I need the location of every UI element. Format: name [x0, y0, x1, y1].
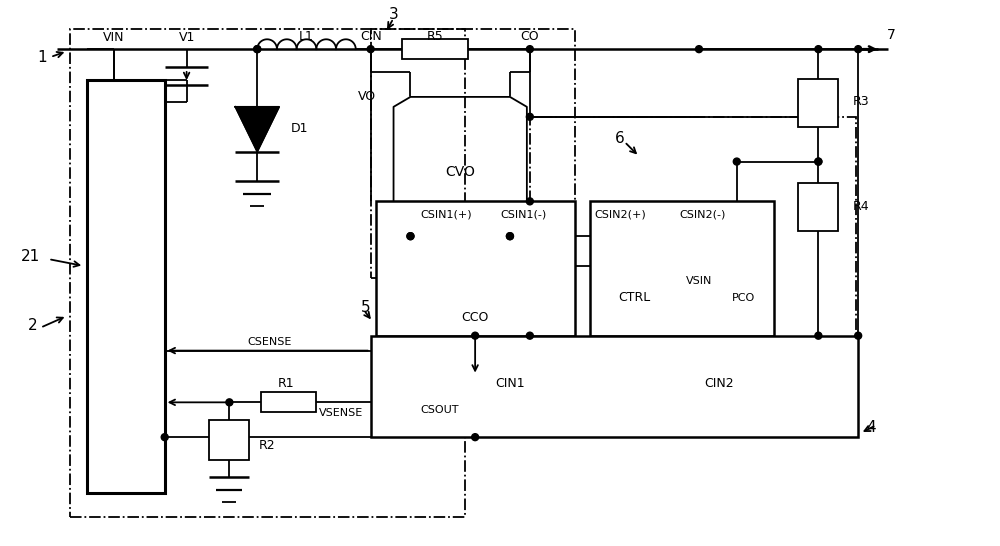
Text: CCO: CCO	[461, 311, 489, 324]
Text: CSIN1(-): CSIN1(-)	[500, 209, 546, 219]
Text: CSIN2(-): CSIN2(-)	[679, 209, 725, 219]
Bar	[371, 29, 575, 278]
Circle shape	[254, 46, 261, 52]
Circle shape	[506, 233, 513, 240]
Circle shape	[526, 198, 533, 205]
Circle shape	[254, 46, 261, 52]
Text: 3: 3	[389, 7, 398, 22]
Text: V1: V1	[178, 31, 195, 44]
Circle shape	[367, 46, 374, 52]
Text: CSIN1(+): CSIN1(+)	[420, 209, 472, 219]
Circle shape	[815, 158, 822, 165]
Text: 1: 1	[38, 50, 47, 64]
Bar	[798, 79, 838, 127]
Text: R4: R4	[853, 200, 870, 213]
Text: R2: R2	[259, 438, 276, 452]
Text: (+): (+)	[400, 245, 421, 258]
Text: VIN: VIN	[103, 31, 125, 44]
Text: 2: 2	[28, 318, 37, 333]
Circle shape	[855, 332, 862, 339]
Bar	[530, 117, 856, 425]
Text: 7: 7	[887, 28, 895, 42]
Circle shape	[226, 399, 233, 406]
Circle shape	[815, 332, 822, 339]
Circle shape	[506, 233, 513, 240]
Circle shape	[526, 332, 533, 339]
Bar	[590, 201, 774, 336]
Text: CVO: CVO	[445, 164, 475, 179]
Text: R5: R5	[427, 29, 444, 43]
Circle shape	[161, 434, 168, 441]
Text: CSOUT: CSOUT	[420, 405, 459, 416]
Text: 6: 6	[615, 131, 624, 146]
Bar	[402, 39, 468, 59]
Text: CIN: CIN	[360, 29, 382, 43]
Bar	[798, 183, 838, 231]
Circle shape	[733, 158, 740, 165]
Bar	[209, 420, 249, 460]
Circle shape	[526, 114, 533, 120]
Text: D1: D1	[291, 122, 309, 135]
Text: 21: 21	[21, 248, 40, 264]
Bar	[376, 201, 575, 336]
Circle shape	[696, 46, 702, 52]
Polygon shape	[394, 97, 527, 236]
Text: CO: CO	[521, 29, 539, 43]
Circle shape	[815, 46, 822, 52]
Bar	[70, 29, 465, 517]
Text: CSENSE: CSENSE	[247, 337, 291, 347]
Text: CIN1: CIN1	[495, 377, 525, 390]
Bar	[261, 393, 316, 412]
Text: L1: L1	[299, 29, 313, 43]
Circle shape	[472, 332, 479, 339]
Polygon shape	[235, 107, 279, 152]
Circle shape	[855, 46, 862, 52]
Text: PCO: PCO	[732, 293, 755, 303]
Text: R1: R1	[278, 377, 294, 390]
Circle shape	[815, 158, 822, 165]
Text: 4: 4	[866, 420, 876, 435]
Circle shape	[526, 46, 533, 52]
Circle shape	[407, 233, 414, 240]
Text: VSENSE: VSENSE	[319, 408, 363, 418]
Bar	[87, 80, 165, 493]
Text: CSIN2(+): CSIN2(+)	[595, 209, 646, 219]
Text: R3: R3	[853, 96, 870, 108]
Text: CIN2: CIN2	[704, 377, 734, 390]
Circle shape	[472, 434, 479, 441]
Text: VSIN: VSIN	[686, 276, 712, 286]
Text: VO: VO	[358, 91, 376, 103]
Text: (-): (-)	[503, 245, 517, 258]
Circle shape	[407, 233, 414, 240]
Text: 5: 5	[361, 300, 370, 316]
Text: CTRL: CTRL	[618, 292, 650, 304]
Bar	[371, 336, 858, 437]
